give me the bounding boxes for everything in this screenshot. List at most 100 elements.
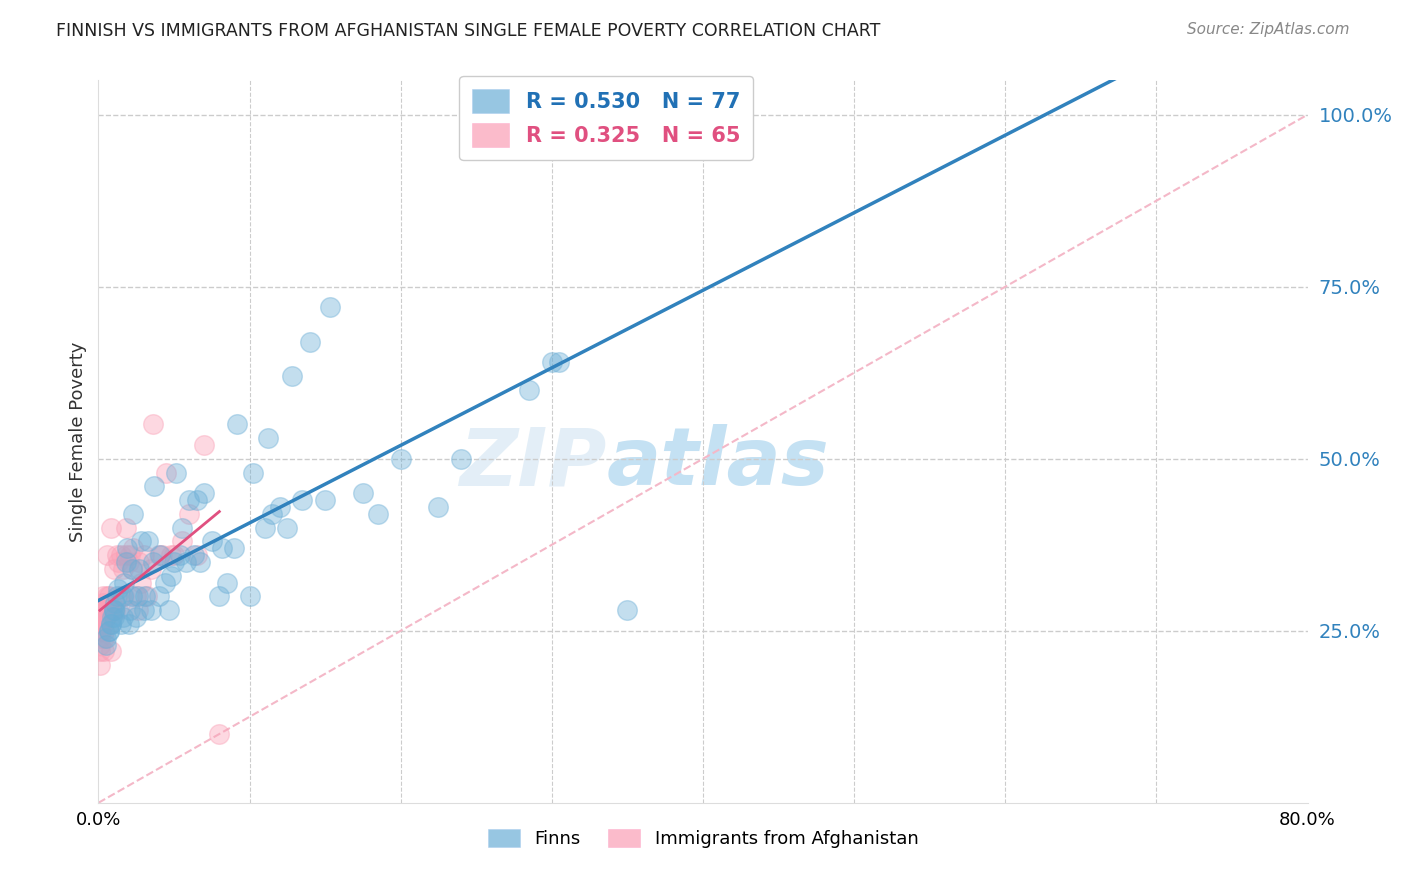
Point bbox=[291, 493, 314, 508]
Y-axis label: Single Female Poverty: Single Female Poverty bbox=[69, 342, 87, 541]
Point bbox=[188, 555, 211, 569]
Point bbox=[127, 590, 149, 604]
Point bbox=[160, 568, 183, 582]
Point bbox=[110, 590, 132, 604]
Point bbox=[121, 562, 143, 576]
Point bbox=[104, 603, 127, 617]
Point bbox=[142, 555, 165, 569]
Point bbox=[114, 548, 136, 562]
Point bbox=[224, 541, 246, 556]
Point bbox=[352, 486, 374, 500]
Point bbox=[93, 624, 115, 638]
Point bbox=[256, 431, 278, 445]
Point bbox=[148, 590, 170, 604]
Text: Source: ZipAtlas.com: Source: ZipAtlas.com bbox=[1187, 22, 1350, 37]
Point bbox=[105, 590, 128, 604]
Point bbox=[111, 562, 134, 576]
Point bbox=[159, 603, 181, 617]
Point bbox=[208, 590, 231, 604]
Point bbox=[160, 548, 183, 562]
Point bbox=[208, 727, 231, 741]
Point bbox=[624, 108, 647, 122]
Point bbox=[170, 534, 193, 549]
Point bbox=[104, 596, 127, 610]
Point bbox=[215, 575, 238, 590]
Point bbox=[112, 575, 135, 590]
Point bbox=[107, 582, 129, 597]
Point bbox=[170, 520, 193, 534]
Point bbox=[98, 624, 121, 638]
Point bbox=[121, 590, 143, 604]
Point bbox=[136, 534, 159, 549]
Point bbox=[169, 548, 191, 562]
Point bbox=[94, 638, 117, 652]
Point bbox=[242, 466, 264, 480]
Point bbox=[122, 541, 145, 556]
Point bbox=[115, 541, 138, 556]
Point bbox=[179, 507, 201, 521]
Legend: Finns, Immigrants from Afghanistan: Finns, Immigrants from Afghanistan bbox=[481, 822, 925, 855]
Point bbox=[110, 548, 132, 562]
Point bbox=[98, 624, 121, 638]
Point bbox=[110, 616, 132, 631]
Point bbox=[91, 610, 114, 624]
Point bbox=[193, 486, 215, 500]
Point bbox=[186, 548, 208, 562]
Point bbox=[129, 575, 152, 590]
Point bbox=[100, 616, 122, 631]
Point bbox=[367, 507, 389, 521]
Point bbox=[98, 590, 121, 604]
Point bbox=[186, 493, 208, 508]
Point bbox=[262, 507, 284, 521]
Point bbox=[314, 493, 336, 508]
Point bbox=[141, 603, 163, 617]
Point bbox=[94, 610, 117, 624]
Point bbox=[450, 451, 472, 466]
Point bbox=[253, 520, 276, 534]
Point bbox=[134, 590, 156, 604]
Point bbox=[122, 507, 145, 521]
Point bbox=[149, 548, 172, 562]
Point bbox=[427, 500, 450, 514]
Point bbox=[111, 590, 134, 604]
Point bbox=[179, 493, 201, 508]
Point bbox=[98, 616, 121, 631]
Point bbox=[107, 555, 129, 569]
Point bbox=[91, 610, 114, 624]
Text: FINNISH VS IMMIGRANTS FROM AFGHANISTAN SINGLE FEMALE POVERTY CORRELATION CHART: FINNISH VS IMMIGRANTS FROM AFGHANISTAN S… bbox=[56, 22, 880, 40]
Point bbox=[211, 541, 233, 556]
Point bbox=[101, 603, 124, 617]
Point bbox=[91, 603, 114, 617]
Point bbox=[91, 590, 114, 604]
Point bbox=[142, 417, 165, 432]
Point bbox=[183, 548, 205, 562]
Point bbox=[118, 555, 141, 569]
Point bbox=[299, 334, 322, 349]
Point bbox=[120, 548, 142, 562]
Point bbox=[163, 555, 186, 569]
Point bbox=[132, 603, 155, 617]
Point bbox=[269, 500, 291, 514]
Point bbox=[318, 301, 340, 315]
Point bbox=[90, 624, 112, 638]
Point bbox=[94, 631, 117, 645]
Point bbox=[94, 603, 117, 617]
Point bbox=[93, 616, 115, 631]
Point bbox=[143, 479, 166, 493]
Point bbox=[101, 610, 124, 624]
Point bbox=[174, 555, 197, 569]
Point bbox=[226, 417, 249, 432]
Point bbox=[112, 590, 135, 604]
Point bbox=[389, 451, 412, 466]
Point bbox=[100, 644, 122, 658]
Point bbox=[141, 562, 163, 576]
Point bbox=[93, 644, 115, 658]
Point bbox=[128, 562, 150, 576]
Point bbox=[89, 638, 111, 652]
Point bbox=[107, 603, 129, 617]
Point bbox=[135, 590, 157, 604]
Point bbox=[93, 631, 115, 645]
Point bbox=[201, 534, 224, 549]
Point bbox=[193, 438, 215, 452]
Point bbox=[89, 658, 111, 673]
